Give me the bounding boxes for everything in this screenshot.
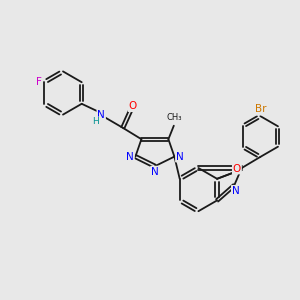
Text: O: O [233, 164, 241, 174]
Text: CH₃: CH₃ [166, 113, 182, 122]
Text: N: N [97, 110, 105, 120]
Text: O: O [129, 101, 137, 111]
Text: N: N [176, 152, 184, 162]
Text: H: H [92, 117, 99, 126]
Text: Br: Br [255, 104, 267, 115]
Text: N: N [126, 152, 134, 162]
Text: F: F [36, 77, 42, 87]
Text: N: N [232, 186, 240, 196]
Text: N: N [151, 167, 159, 177]
